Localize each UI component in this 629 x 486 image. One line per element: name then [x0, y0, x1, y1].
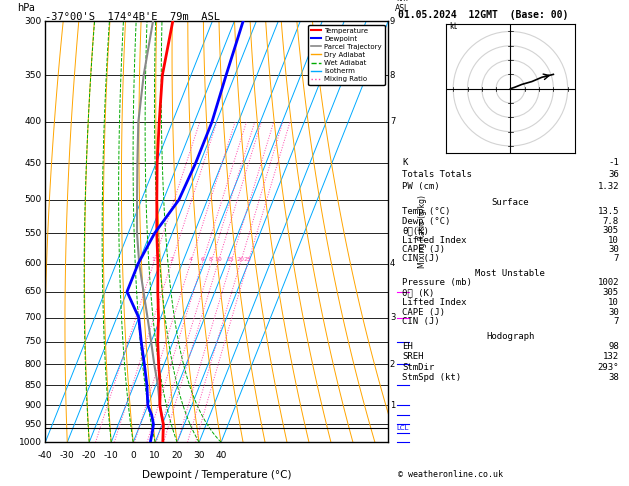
Text: 30: 30 — [193, 451, 205, 460]
Text: 30: 30 — [608, 308, 619, 316]
Text: 1000: 1000 — [19, 438, 42, 447]
Text: 4: 4 — [390, 259, 395, 268]
Text: 7: 7 — [390, 118, 395, 126]
Text: Dewp (°C): Dewp (°C) — [402, 217, 450, 226]
Text: -37°00'S  174°4B'E  79m  ASL: -37°00'S 174°4B'E 79m ASL — [45, 12, 220, 22]
Text: -20: -20 — [82, 451, 96, 460]
Text: CIN (J): CIN (J) — [402, 317, 440, 326]
Text: 1: 1 — [390, 401, 395, 410]
Text: 20: 20 — [237, 257, 244, 261]
Text: θᴇ(K): θᴇ(K) — [402, 226, 429, 235]
Text: kt: kt — [449, 21, 457, 31]
Text: Totals Totals: Totals Totals — [402, 170, 472, 179]
Text: 750: 750 — [25, 337, 42, 346]
Text: 38: 38 — [608, 373, 619, 382]
Text: 800: 800 — [25, 360, 42, 369]
Text: Temp (°C): Temp (°C) — [402, 208, 450, 216]
Text: 1: 1 — [152, 257, 155, 261]
Text: 10: 10 — [214, 257, 221, 261]
Text: © weatheronline.co.uk: © weatheronline.co.uk — [398, 469, 503, 479]
Text: km
ASL: km ASL — [394, 0, 409, 13]
Text: 300: 300 — [25, 17, 42, 26]
Text: θᴇ (K): θᴇ (K) — [402, 288, 434, 297]
Text: 7: 7 — [613, 254, 619, 263]
Text: LCL: LCL — [397, 425, 409, 431]
Text: StmSpd (kt): StmSpd (kt) — [402, 373, 461, 382]
Text: 293°: 293° — [598, 363, 619, 372]
Text: Hodograph: Hodograph — [486, 332, 535, 341]
Text: 98: 98 — [608, 342, 619, 351]
Text: 7: 7 — [613, 317, 619, 326]
Text: 01.05.2024  12GMT  (Base: 00): 01.05.2024 12GMT (Base: 00) — [398, 10, 569, 20]
Text: 36: 36 — [608, 170, 619, 179]
Text: 650: 650 — [25, 287, 42, 296]
Text: 8: 8 — [209, 257, 213, 261]
Text: 450: 450 — [25, 158, 42, 168]
Text: 3: 3 — [390, 313, 395, 322]
Legend: Temperature, Dewpoint, Parcel Trajectory, Dry Adiabat, Wet Adiabat, Isotherm, Mi: Temperature, Dewpoint, Parcel Trajectory… — [308, 25, 384, 85]
Text: CAPE (J): CAPE (J) — [402, 245, 445, 254]
Text: 132: 132 — [603, 352, 619, 362]
Text: Mixing Ratio (g/kg): Mixing Ratio (g/kg) — [418, 195, 427, 268]
Text: Lifted Index: Lifted Index — [402, 298, 467, 307]
Text: Lifted Index: Lifted Index — [402, 236, 467, 244]
Text: 13.5: 13.5 — [598, 208, 619, 216]
Text: 2: 2 — [390, 360, 395, 369]
Text: -40: -40 — [38, 451, 53, 460]
Text: 0: 0 — [130, 451, 136, 460]
Text: CIN (J): CIN (J) — [402, 254, 440, 263]
Text: Most Unstable: Most Unstable — [476, 269, 545, 278]
Text: CAPE (J): CAPE (J) — [402, 308, 445, 316]
Text: 30: 30 — [608, 245, 619, 254]
Text: 950: 950 — [25, 420, 42, 429]
Text: 8: 8 — [390, 71, 395, 80]
Text: SREH: SREH — [402, 352, 423, 362]
Text: Surface: Surface — [492, 198, 529, 207]
Text: 6: 6 — [200, 257, 204, 261]
Text: -1: -1 — [608, 158, 619, 167]
Text: PW (cm): PW (cm) — [402, 182, 440, 191]
Text: 305: 305 — [603, 226, 619, 235]
Text: Pressure (mb): Pressure (mb) — [402, 278, 472, 287]
Text: 500: 500 — [25, 195, 42, 205]
Text: 850: 850 — [25, 381, 42, 390]
Text: 15: 15 — [227, 257, 235, 261]
Text: 305: 305 — [603, 288, 619, 297]
Text: 350: 350 — [25, 71, 42, 80]
Text: Dewpoint / Temperature (°C): Dewpoint / Temperature (°C) — [142, 469, 291, 480]
Text: K: K — [402, 158, 408, 167]
Text: 4: 4 — [188, 257, 192, 261]
Text: 1.32: 1.32 — [598, 182, 619, 191]
Text: 600: 600 — [25, 259, 42, 268]
Text: 10: 10 — [608, 236, 619, 244]
Text: 20: 20 — [172, 451, 183, 460]
Text: -30: -30 — [60, 451, 75, 460]
Text: 25: 25 — [244, 257, 252, 261]
Text: 1002: 1002 — [598, 278, 619, 287]
Text: 9: 9 — [390, 17, 395, 26]
Text: 10: 10 — [608, 298, 619, 307]
Text: 550: 550 — [25, 229, 42, 238]
Text: 7.8: 7.8 — [603, 217, 619, 226]
Text: 400: 400 — [25, 118, 42, 126]
Text: 900: 900 — [25, 401, 42, 410]
Text: 2: 2 — [169, 257, 173, 261]
Text: hPa: hPa — [18, 3, 35, 13]
Text: StmDir: StmDir — [402, 363, 434, 372]
Text: 40: 40 — [215, 451, 227, 460]
Text: 700: 700 — [25, 313, 42, 322]
Text: 10: 10 — [150, 451, 161, 460]
Text: -10: -10 — [104, 451, 119, 460]
Text: EH: EH — [402, 342, 413, 351]
